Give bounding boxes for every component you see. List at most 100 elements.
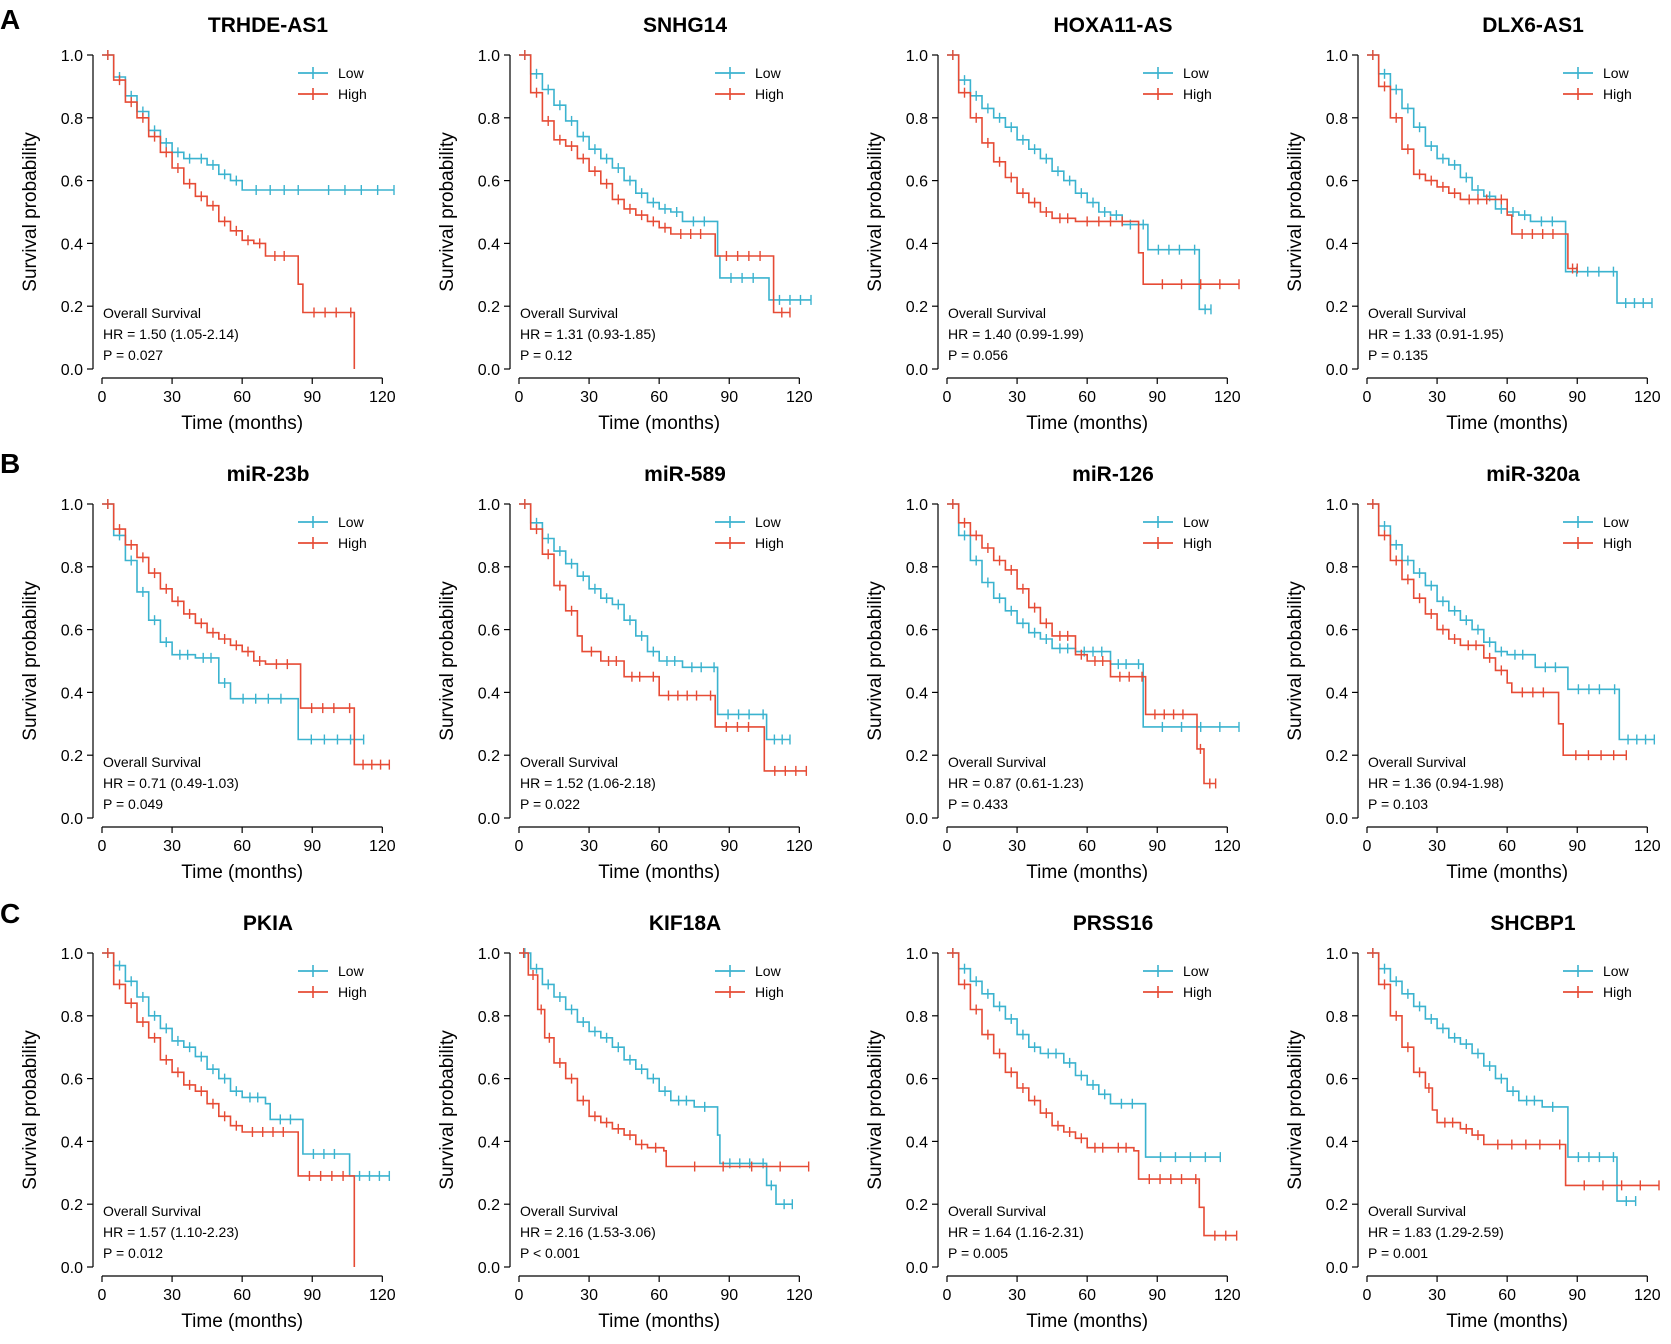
- y-axis-label: Survival probability: [865, 132, 886, 292]
- x-tick-label: 60: [650, 1287, 668, 1304]
- y-tick-label: 0.2: [906, 1197, 928, 1214]
- panel-label-b: B: [0, 448, 21, 479]
- x-tick-label: 0: [515, 1287, 524, 1304]
- x-tick-label: 30: [1008, 1287, 1026, 1304]
- x-tick-label: 30: [163, 838, 181, 855]
- x-tick-label: 90: [1148, 838, 1166, 855]
- x-tick-label: 120: [369, 389, 396, 406]
- x-tick-label: 0: [98, 389, 107, 406]
- annotation-line: HR = 1.50 (1.05-2.14): [103, 326, 239, 342]
- y-tick-label: 0.0: [1326, 1260, 1348, 1277]
- y-tick-label: 0.4: [61, 236, 83, 253]
- survival-curve-low: [1367, 503, 1655, 741]
- y-tick-label: 1.0: [906, 497, 928, 514]
- y-axis-label: Survival probability: [1285, 581, 1306, 741]
- x-axis-label: Time (months): [598, 862, 720, 883]
- annotation-line: Overall Survival: [948, 754, 1046, 770]
- y-tick-label: 0.6: [1326, 1072, 1348, 1089]
- x-tick-label: 60: [1078, 389, 1096, 406]
- legend-label-low: Low: [1183, 963, 1210, 979]
- x-tick-label: 30: [163, 1287, 181, 1304]
- legend-label-low: Low: [338, 514, 365, 530]
- x-tick-label: 90: [720, 1287, 738, 1304]
- annotation-line: P = 0.103: [1368, 796, 1428, 812]
- chart-title: TRHDE-AS1: [208, 14, 328, 37]
- x-tick-label: 90: [1568, 1287, 1586, 1304]
- x-axis-label: Time (months): [1446, 1311, 1568, 1332]
- censor-marks-low: [952, 499, 1240, 732]
- y-tick-label: 0.4: [906, 1134, 928, 1151]
- y-tick-label: 0.6: [906, 1072, 928, 1089]
- censor-marks-high: [952, 948, 1238, 1241]
- x-tick-label: 90: [1568, 389, 1586, 406]
- annotation-line: HR = 2.16 (1.53-3.06): [520, 1224, 656, 1240]
- x-axis-label: Time (months): [1446, 862, 1568, 883]
- survival-curve-high: [519, 54, 790, 314]
- annotation-line: HR = 0.87 (0.61-1.23): [948, 775, 1084, 791]
- annotation-line: Overall Survival: [103, 305, 201, 321]
- km-plot-1: TRHDE-AS1 0 30 60 90 120 0.0 0.2 0.4 0.6 0.8 1.0 Tim…: [20, 14, 396, 434]
- x-tick-label: 60: [233, 838, 251, 855]
- legend-label-low: Low: [338, 963, 365, 979]
- legend-label-low: Low: [755, 514, 782, 530]
- y-tick-label: 0.8: [61, 560, 83, 577]
- y-tick-label: 0.2: [1326, 299, 1348, 316]
- y-tick-label: 0.0: [61, 1260, 83, 1277]
- chart-title: SNHG14: [643, 14, 727, 37]
- annotation-line: Overall Survival: [103, 754, 201, 770]
- annotation-line: Overall Survival: [1368, 754, 1466, 770]
- censor-marks-high: [524, 50, 791, 318]
- km-plot-10: KIF18A 0 30 60 90 120 0.0 0.2 0.4 0.6 0.8 1.0 Time (…: [437, 912, 813, 1332]
- annotation-line: Overall Survival: [520, 1203, 618, 1219]
- survival-curve-low: [1367, 54, 1652, 304]
- legend-label-high: High: [338, 86, 367, 102]
- annotation-line: Overall Survival: [948, 305, 1046, 321]
- survival-curve-high: [102, 952, 356, 1267]
- censor-marks-high: [952, 50, 1240, 290]
- x-tick-label: 30: [1428, 838, 1446, 855]
- x-tick-label: 30: [1008, 838, 1026, 855]
- censor-marks-high: [1372, 948, 1660, 1191]
- y-tick-label: 0.8: [478, 1009, 500, 1026]
- x-axis-label: Time (months): [598, 1311, 720, 1332]
- survival-curve-high: [102, 503, 390, 766]
- y-tick-label: 0.2: [478, 299, 500, 316]
- y-tick-label: 0.4: [1326, 1134, 1348, 1151]
- annotation-line: P = 0.433: [948, 796, 1008, 812]
- y-tick-label: 0.4: [906, 685, 928, 702]
- km-plot-2: SNHG14 0 30 60 90 120 0.0 0.2 0.4 0.6 0.8 1.0 Time (…: [437, 14, 813, 434]
- survival-curve-high: [947, 952, 1237, 1237]
- annotation-line: Overall Survival: [520, 754, 618, 770]
- y-tick-label: 0.6: [61, 1072, 83, 1089]
- x-tick-label: 60: [1078, 1287, 1096, 1304]
- km-plot-5: miR-23b 0 30 60 90 120 0.0 0.2 0.4 0.6 0.8 1.0 Time …: [20, 463, 396, 883]
- y-axis-label: Survival probability: [437, 132, 458, 292]
- legend-label-high: High: [1183, 86, 1212, 102]
- legend-label-low: Low: [1603, 514, 1630, 530]
- x-tick-label: 0: [943, 1287, 952, 1304]
- annotation-line: HR = 1.36 (0.94-1.98): [1368, 775, 1504, 791]
- x-tick-label: 30: [580, 838, 598, 855]
- legend-label-high: High: [755, 984, 784, 1000]
- annotation-line: P < 0.001: [520, 1245, 580, 1261]
- y-tick-label: 0.0: [478, 362, 500, 379]
- survival-curve-high: [1367, 952, 1659, 1187]
- x-tick-label: 0: [515, 389, 524, 406]
- x-tick-label: 0: [98, 838, 107, 855]
- y-tick-label: 0.6: [478, 174, 500, 191]
- legend-label-low: Low: [1603, 65, 1630, 81]
- y-tick-label: 0.8: [1326, 111, 1348, 128]
- x-axis-label: Time (months): [1026, 1311, 1148, 1332]
- x-tick-label: 60: [1498, 389, 1516, 406]
- annotation-line: P = 0.056: [948, 347, 1008, 363]
- chart-title: PKIA: [243, 912, 293, 935]
- x-tick-label: 120: [1634, 1287, 1661, 1304]
- x-tick-label: 0: [1363, 838, 1372, 855]
- annotation-line: Overall Survival: [520, 305, 618, 321]
- censor-marks-high: [952, 499, 1217, 789]
- annotation-line: HR = 1.33 (0.91-1.95): [1368, 326, 1504, 342]
- x-axis-label: Time (months): [181, 413, 303, 434]
- x-tick-label: 90: [1568, 838, 1586, 855]
- x-tick-label: 120: [369, 838, 396, 855]
